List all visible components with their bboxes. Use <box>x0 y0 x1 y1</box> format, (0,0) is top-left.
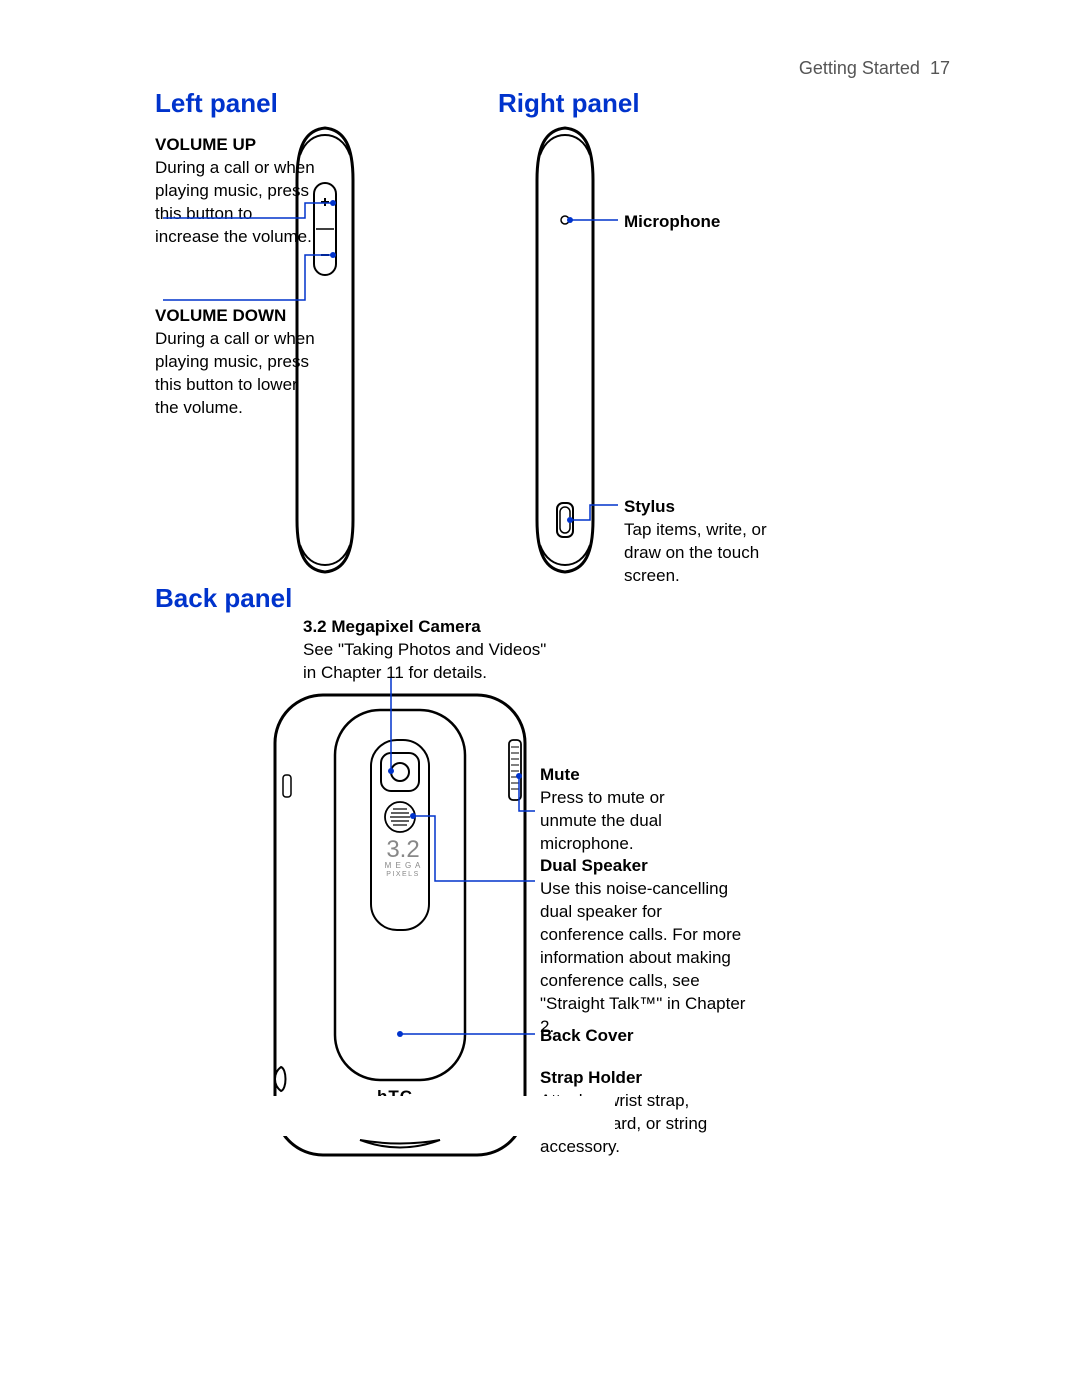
header-section: Getting Started <box>799 58 920 78</box>
heading-right-panel: Right panel <box>498 88 640 119</box>
heading-back-panel: Back panel <box>155 583 292 614</box>
heading-left-panel: Left panel <box>155 88 278 119</box>
back-leaders-clean <box>265 685 615 1185</box>
page-header: Getting Started 17 <box>799 58 950 79</box>
header-page: 17 <box>930 58 950 78</box>
left-leaders <box>155 125 355 425</box>
right-leaders <box>560 125 660 575</box>
